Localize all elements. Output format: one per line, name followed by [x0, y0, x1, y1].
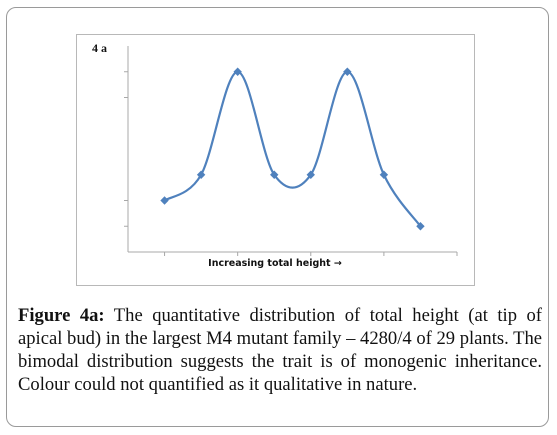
panel-label: 4 a	[92, 41, 107, 55]
data-point-marker	[306, 170, 315, 179]
x-axis-label: Increasing total height →	[208, 258, 342, 269]
chart-area-border	[76, 34, 475, 286]
data-point-marker	[196, 170, 206, 179]
data-point-marker	[343, 67, 352, 76]
data-point-marker	[416, 222, 425, 231]
data-point-marker	[270, 170, 279, 179]
caption-text: The quantitative distribution of total h…	[18, 305, 542, 395]
caption-label: Figure 4a:	[18, 305, 105, 326]
data-point-marker	[379, 170, 389, 179]
data-point-marker	[160, 196, 169, 205]
line-chart: 4 a Increasing total height →	[92, 41, 458, 269]
series-line	[163, 70, 422, 227]
figure-caption: Figure 4a: The quantitative distribution…	[18, 304, 542, 396]
data-point-marker	[233, 67, 242, 76]
